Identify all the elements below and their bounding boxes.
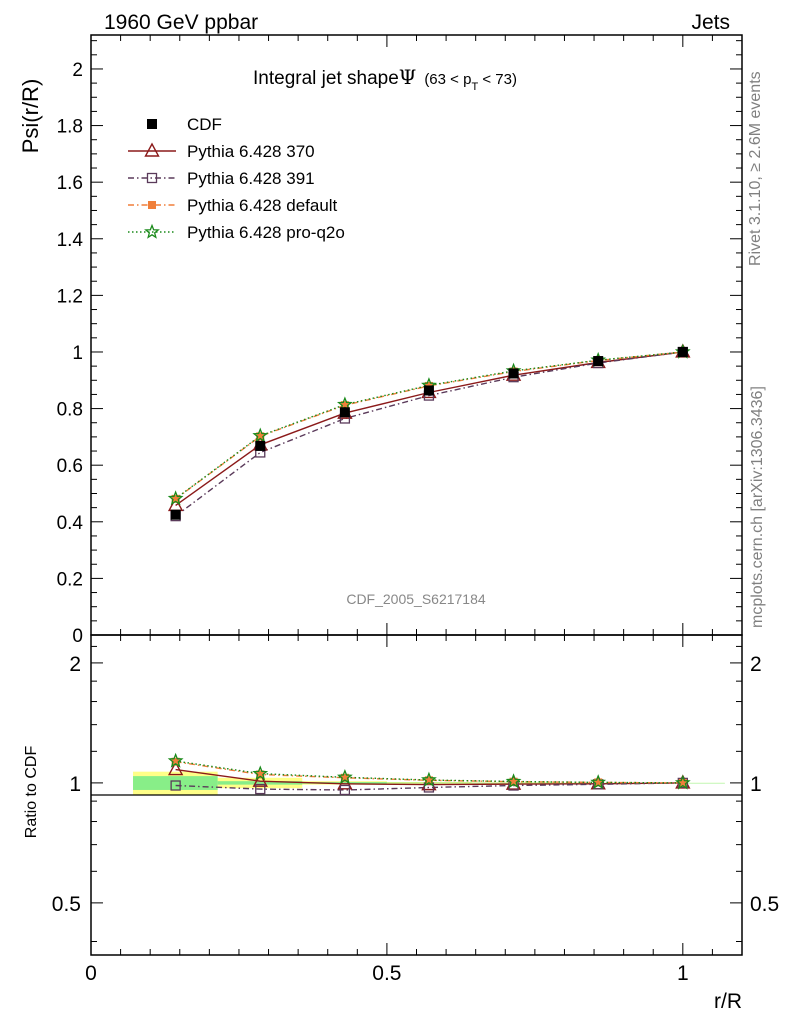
- uncertainty-band: [133, 776, 218, 790]
- main-ytick-label: 1.6: [57, 173, 83, 194]
- ratio-data-point: [255, 783, 266, 795]
- ratio-ytick-label-left: 0.5: [52, 893, 81, 916]
- legend-label: Pythia 6.428 391: [187, 169, 315, 188]
- ratio-data-point: [674, 774, 691, 790]
- ratio-data-point: [594, 778, 603, 787]
- ratio-data-point: [509, 777, 518, 786]
- series-line: [175, 351, 683, 506]
- main-ytick-label: 1.2: [57, 286, 83, 307]
- data-point: [508, 368, 519, 379]
- analysis-id: CDF_2005_S6217184: [346, 591, 486, 607]
- header-left: 1960 GeV ppbar: [104, 11, 258, 34]
- series-line: [175, 351, 683, 500]
- data-point: [171, 494, 180, 503]
- ratio-data-point: [167, 752, 184, 768]
- ratio-data-point: [421, 771, 437, 787]
- ratio-panel: 0.5 0.5 1 1 2 2 0 0.5 1: [52, 634, 779, 985]
- title-range: (63 < p: [424, 71, 471, 88]
- ratio-xtick-label: 0.5: [372, 962, 401, 985]
- ratio-ylabel: Ratio to CDF: [23, 746, 40, 839]
- ratio-ytick-label-right: 2: [750, 653, 762, 676]
- ratio-frame: [90, 634, 743, 956]
- legend-label: CDF: [187, 115, 222, 134]
- data-point: [677, 346, 688, 357]
- ratio-axis-ticks: 0.5 0.5 1 1 2 2 0 0.5 1: [52, 635, 779, 985]
- rivet-label: Rivet 3.1.10, ≥ 2.6M events: [747, 71, 764, 266]
- legend-marker: [148, 201, 156, 209]
- data-point: [256, 432, 265, 441]
- data-point: [255, 440, 266, 451]
- legend-label: Pythia 6.428 pro-q2o: [187, 223, 345, 242]
- data-point: [167, 490, 184, 506]
- ratio-data-point: [171, 757, 180, 766]
- ratio-data-point: [252, 772, 268, 787]
- legend-label: Pythia 6.428 default: [187, 196, 338, 215]
- data-point: [170, 509, 181, 520]
- legend-label: Pythia 6.428 370: [187, 142, 315, 161]
- main-ytick-label: 1.8: [57, 117, 83, 138]
- mcplots-label: mcplots.cern.ch [arXiv:1306.3436]: [749, 386, 766, 628]
- ratio-ytick-label-left: 2: [69, 653, 81, 676]
- main-ytick-label: 0.6: [57, 456, 83, 477]
- main-ytick-label: 1.4: [57, 230, 84, 251]
- main-panel: 0 0.2 0.4 0.6 0.8 1 1.2 1.4 1.6 1.8 2: [57, 34, 743, 647]
- data-point: [423, 385, 434, 396]
- ratio-ytick-label-right: 1: [750, 773, 762, 796]
- main-axis-ticks: 0 0.2 0.4 0.6 0.8 1 1.2 1.4 1.6 1.8 2: [57, 35, 743, 647]
- data-point: [252, 427, 269, 443]
- legend-marker: [147, 119, 157, 129]
- ratio-xtick-label: 1: [677, 962, 689, 985]
- main-ytick-label: 0.2: [57, 569, 83, 590]
- main-ylabel: Psi(r/R): [18, 79, 43, 154]
- data-point: [593, 356, 604, 367]
- legend: CDF Pythia 6.428 370 Pythia 6.428 391 Pythi…: [128, 115, 345, 242]
- legend-marker: [144, 223, 160, 239]
- main-ytick-label: 2: [72, 60, 83, 81]
- main-ytick-label: 0.8: [57, 400, 83, 421]
- main-ytick-label: 1: [72, 343, 83, 364]
- ratio-data-point: [337, 768, 353, 784]
- main-series-markers: [167, 343, 691, 522]
- main-ytick-label: 0: [72, 626, 83, 647]
- ratio-ytick-label-right: 0.5: [750, 893, 779, 916]
- chart-title: Integral jet shapeΨ (63 < pT < 73): [253, 65, 517, 93]
- ratio-data-point: [505, 773, 522, 789]
- title-symbol: Ψ: [399, 65, 417, 89]
- ratio-xtick-label: 0: [85, 962, 97, 985]
- uncertainty-band: [302, 782, 387, 784]
- ratio-ytick-label-left: 1: [69, 773, 81, 796]
- ratio-data-point: [256, 770, 265, 779]
- data-point: [340, 401, 349, 410]
- ratio-data-point: [590, 774, 607, 790]
- series-line: [175, 351, 683, 517]
- main-ytick-label: 0.4: [57, 513, 84, 534]
- ratio-data-point: [167, 761, 184, 776]
- ratio-data-point: [424, 776, 433, 785]
- series-line: [175, 351, 683, 500]
- data-point: [339, 407, 350, 418]
- main-series-lines: [175, 351, 683, 517]
- legend-marker: [146, 172, 158, 184]
- uncertainty-band: [217, 781, 303, 785]
- header-right: Jets: [691, 11, 730, 34]
- ratio-xlabel: r/R: [714, 990, 742, 1013]
- title-range-sub: T: [471, 81, 478, 93]
- ratio-data-point: [170, 780, 181, 791]
- title-text: Integral jet shape: [253, 68, 399, 89]
- ratio-series-markers: [167, 752, 691, 796]
- ratio-data-point: [252, 765, 269, 781]
- title-range-close: < 73): [478, 71, 517, 88]
- ratio-data-point: [339, 784, 351, 796]
- ratio-data-point: [340, 773, 349, 782]
- ratio-data-point: [678, 778, 687, 787]
- legend-marker: [144, 142, 160, 157]
